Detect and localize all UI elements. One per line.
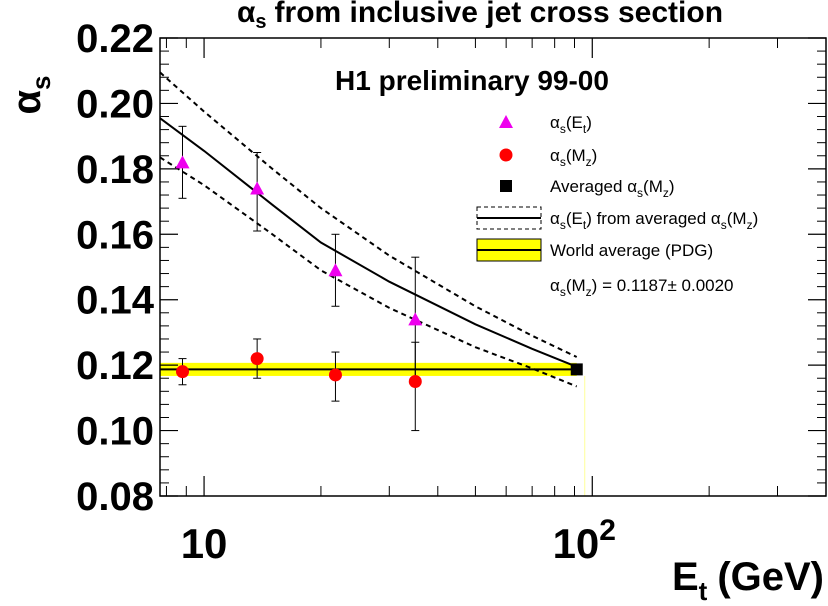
legend-text-part: Averaged xyxy=(550,177,627,196)
x-tick-label: 10 xyxy=(181,520,228,567)
legend-text-part: ( xyxy=(566,113,572,132)
legend-text-part: ( xyxy=(566,146,572,165)
legend-text-part: α xyxy=(550,146,560,165)
data-point-triangle xyxy=(408,312,423,326)
legend-subscript: s xyxy=(721,218,727,232)
legend-text-part: α xyxy=(550,209,560,228)
legend-text-part: α xyxy=(550,276,560,295)
title-symbol: α xyxy=(237,0,256,29)
legend-text-part: α xyxy=(711,209,721,228)
x-axis-label: Et (GeV) xyxy=(672,555,824,601)
legend-text-part: ) xyxy=(669,177,675,196)
band-curve xyxy=(159,156,578,388)
legend-text-part: ) xyxy=(586,209,592,228)
legend-label: αs(Mz) xyxy=(550,146,597,169)
data-point-circle xyxy=(250,352,264,366)
y-tick-label: 0.16 xyxy=(76,213,154,257)
legend-subscript: s xyxy=(560,285,566,299)
legend-label: αs(Et) xyxy=(550,113,592,136)
legend-label: αs(Et) from averaged αs(Mz) xyxy=(550,209,758,232)
legend-subscript: t xyxy=(583,218,587,232)
legend-text-part: 0.0020 xyxy=(677,276,734,295)
y-tick-label: 0.12 xyxy=(76,344,154,388)
x-tick-base: 10 xyxy=(553,520,600,567)
data-point-square xyxy=(570,363,583,376)
x-tick-exponent: 2 xyxy=(599,514,616,547)
legend-subscript: s xyxy=(560,155,566,169)
x-axis-label-unit: (GeV) xyxy=(717,555,824,599)
legend-subscript: z xyxy=(586,155,592,169)
legend-text-part: M xyxy=(732,209,746,228)
legend-text-part: = 0.1187 xyxy=(597,276,667,295)
legend-text-part: ( xyxy=(643,177,649,196)
y-axis-label-sub: s xyxy=(26,75,56,89)
data-point-circle xyxy=(408,375,422,388)
legend-text-part: ) xyxy=(592,276,598,295)
legend-label: αs(Mz) = 0.1187± 0.0020 xyxy=(550,276,734,299)
legend-text-part: ) xyxy=(592,146,598,165)
legend-text-part: M xyxy=(572,146,586,165)
legend-text-part: ) xyxy=(586,113,592,132)
legend-text-part: from averaged xyxy=(592,209,711,228)
data-point-triangle xyxy=(328,263,343,277)
legend-subscript: s xyxy=(560,122,566,136)
data-point-circle xyxy=(328,368,342,382)
chart-annotation: H1 preliminary 99-00 xyxy=(335,65,609,96)
legend-subscript: z xyxy=(586,285,592,299)
title-sub: s xyxy=(255,11,266,33)
legend-text-part: α xyxy=(550,113,560,132)
x-tick-label: 102 xyxy=(553,514,616,567)
x-tick-base: 10 xyxy=(181,520,228,567)
legend-marker-square xyxy=(500,180,512,192)
legend-text-part: M xyxy=(649,177,663,196)
legend-text-part: ( xyxy=(727,209,733,228)
legend-subscript: s xyxy=(560,218,566,232)
legend-text-part: World average (PDG) xyxy=(550,241,713,260)
y-tick-label: 0.08 xyxy=(76,475,154,519)
y-tick-label: 0.18 xyxy=(76,148,154,192)
x-axis-label-main: E xyxy=(672,555,699,599)
legend-text-part: ( xyxy=(566,276,572,295)
legend-text-part: ) xyxy=(753,209,759,228)
legend-subscript: z xyxy=(747,218,753,232)
legend-text-part: ( xyxy=(566,209,572,228)
legend-text-part: α xyxy=(627,177,637,196)
band-curve xyxy=(159,71,578,358)
legend-text-part: M xyxy=(572,276,586,295)
data-point-triangle xyxy=(175,155,190,169)
legend-marker-triangle xyxy=(499,115,513,128)
legend-label: World average (PDG) xyxy=(550,241,713,260)
chart-title: αs from inclusive jet cross section xyxy=(237,0,723,33)
legend-text-part: E xyxy=(572,209,583,228)
title-rest: from inclusive jet cross section xyxy=(275,0,724,29)
y-tick-label: 0.22 xyxy=(76,17,154,61)
legend-subscript: z xyxy=(663,186,669,200)
x-axis-label-sub: t xyxy=(699,576,708,601)
y-tick-label: 0.20 xyxy=(76,82,154,126)
data-point-circle xyxy=(176,365,190,379)
y-tick-label: 0.10 xyxy=(76,410,154,454)
legend-text-part: E xyxy=(572,113,583,132)
legend-marker-circle xyxy=(499,148,513,162)
y-axis-label-main: α xyxy=(5,90,49,115)
legend-subscript: s xyxy=(637,186,643,200)
plot-frame xyxy=(159,37,827,497)
legend-subscript: t xyxy=(583,122,587,136)
legend-text-part: ± xyxy=(667,276,676,295)
y-axis-label: αs xyxy=(5,75,56,114)
y-tick-label: 0.14 xyxy=(76,279,155,323)
data-point-triangle xyxy=(250,181,265,195)
legend-label: Averaged αs(Mz) xyxy=(550,177,675,200)
central-curve xyxy=(159,117,578,368)
